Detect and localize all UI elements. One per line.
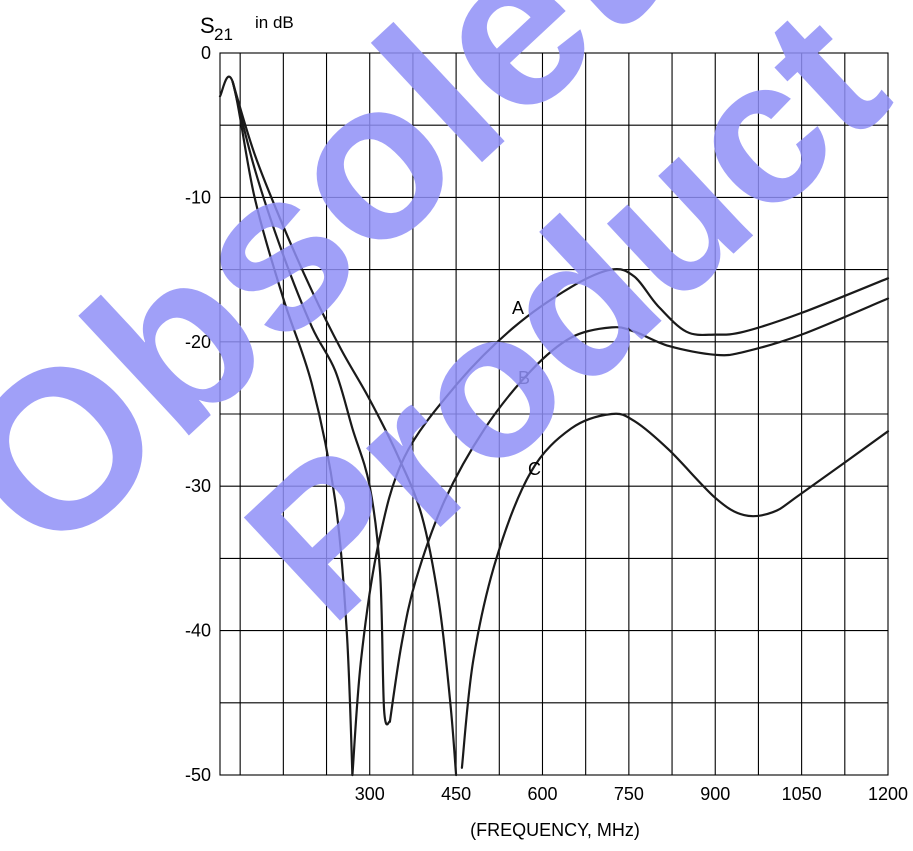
series-c-low-branch bbox=[231, 80, 458, 777]
x-tick-label: 450 bbox=[441, 784, 471, 804]
x-tick-label: 750 bbox=[614, 784, 644, 804]
watermark: Obsolete Product bbox=[0, 0, 913, 662]
y-tick-label: -20 bbox=[185, 332, 211, 352]
x-axis-title: (FREQUENCY, MHz) bbox=[470, 820, 640, 840]
series-b-high-branch bbox=[388, 297, 890, 723]
curve-label-a: A bbox=[512, 298, 524, 318]
curve-label-b: B bbox=[518, 368, 530, 388]
y-axis-title-main: S bbox=[200, 13, 215, 38]
y-axis-title: S 21 in dB bbox=[200, 13, 294, 44]
grid bbox=[219, 52, 889, 776]
y-tick-label: -30 bbox=[185, 476, 211, 496]
y-tick-label: -50 bbox=[185, 765, 211, 785]
y-tick-label: -10 bbox=[185, 187, 211, 207]
x-tick-label: 1200 bbox=[868, 784, 908, 804]
x-tick-label: 300 bbox=[355, 784, 385, 804]
series-b-low-branch bbox=[231, 80, 391, 726]
x-tick-label: 600 bbox=[527, 784, 557, 804]
y-axis-title-unit: in dB bbox=[255, 13, 294, 32]
series-c-high-branch bbox=[460, 412, 890, 769]
y-tick-label: -40 bbox=[185, 621, 211, 641]
tick-labels: 300 450 600 750 900 1050 1200 0 -10 -20 -30 -40 -50 bbox=[185, 43, 908, 804]
curve-label-c: C bbox=[528, 459, 541, 479]
x-tick-label: 1050 bbox=[782, 784, 822, 804]
x-tick-label: 900 bbox=[700, 784, 730, 804]
y-axis-title-subscript: 21 bbox=[214, 25, 233, 44]
curves bbox=[218, 75, 890, 777]
y-tick-label: 0 bbox=[201, 43, 211, 63]
